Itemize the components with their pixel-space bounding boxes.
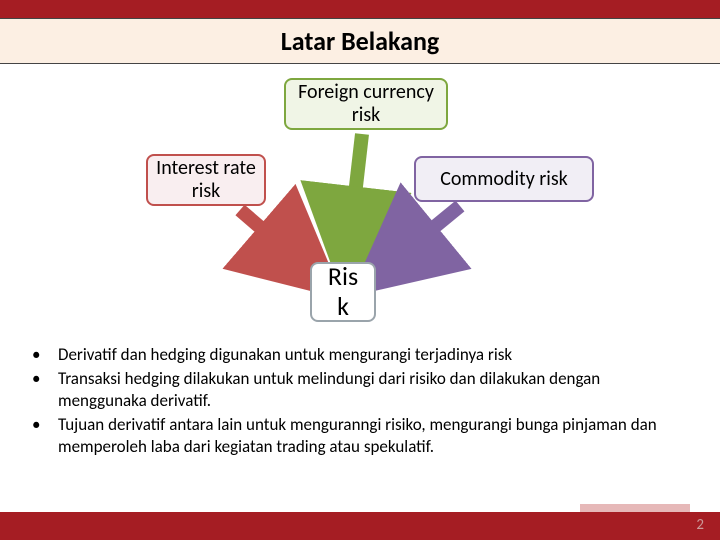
page-number: 2 xyxy=(696,516,704,534)
top-red-bar xyxy=(0,0,720,18)
node-interest-rate: Interest rate risk xyxy=(146,154,266,206)
node-commodity: Commodity risk xyxy=(414,156,594,202)
node-foreign-currency: Foreign currency risk xyxy=(284,78,448,130)
list-item: Transaksi hedging dilakukan untuk melind… xyxy=(58,368,690,412)
node-label: Foreign currency risk xyxy=(294,81,438,127)
page-title: Latar Belakang xyxy=(281,25,439,57)
footer: 2 xyxy=(0,504,720,540)
risk-diagram: Foreign currency risk Interest rate risk… xyxy=(0,64,720,344)
node-label: Commodity risk xyxy=(440,168,568,191)
bullet-list: Derivatif dan hedging digunakan untuk me… xyxy=(0,344,720,458)
title-band: Latar Belakang xyxy=(0,18,720,64)
node-label: Ris k xyxy=(320,262,366,322)
footer-main-bar xyxy=(0,512,720,540)
node-risk: Ris k xyxy=(310,262,376,322)
list-item: Tujuan derivatif antara lain untuk mengu… xyxy=(58,414,690,458)
list-item: Derivatif dan hedging digunakan untuk me… xyxy=(58,344,690,366)
node-label: Interest rate risk xyxy=(156,157,256,203)
